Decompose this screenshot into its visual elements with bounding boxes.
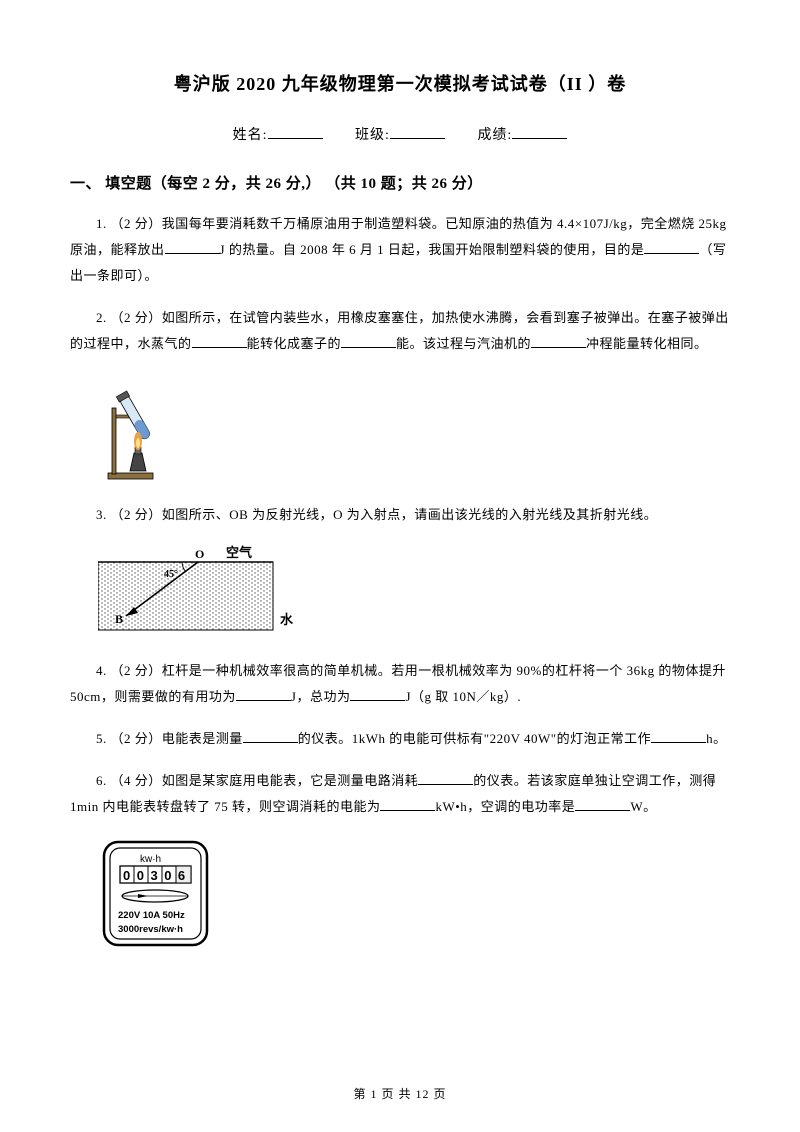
meter-reading: 00306 [123, 868, 192, 883]
label-air: 空气 [226, 545, 252, 560]
q6-blank-3[interactable] [575, 797, 630, 811]
question-6: 6. （4 分）如图是某家庭用电能表，它是测量电路消耗的仪表。若该家庭单独让空调… [70, 768, 730, 820]
student-info-line: 姓名: 班级: 成绩: [70, 124, 730, 144]
page-footer: 第 1 页 共 12 页 [0, 1085, 800, 1102]
label-water: 水 [280, 612, 294, 627]
q1-pts: （2 分） [111, 216, 162, 231]
q5-text-a: 电能表是测量 [162, 731, 243, 746]
q1-blank-2[interactable] [644, 240, 699, 254]
meter-spec-2: 3000revs/kw·h [118, 924, 183, 935]
q4-blank-2[interactable] [350, 687, 405, 701]
q5-blank-2[interactable] [651, 729, 706, 743]
q5-text-b: 的仪表。1kWh 的电能可供标有"220V 40W"的灯泡正常工作 [298, 731, 651, 746]
q4-text-c: J（g 取 10N／kg）. [405, 689, 521, 704]
class-label: 班级: [355, 128, 390, 143]
meter-unit: kw·h [140, 854, 161, 865]
question-3: 3. （2 分）如图所示、OB 为反射光线，O 为入射点，请画出该光线的入射光线… [70, 502, 730, 528]
q2-blank-3[interactable] [531, 334, 586, 348]
label-b: B [115, 612, 123, 626]
score-label: 成绩: [477, 128, 512, 143]
label-o: O [195, 547, 204, 561]
q3-pts: （2 分） [111, 507, 162, 522]
figure-q3-optics: O 空气 B 45° 水 [98, 544, 730, 644]
label-angle: 45° [164, 569, 178, 580]
q2-pts: （2 分） [111, 310, 162, 325]
name-label: 姓名: [233, 128, 268, 143]
q2-text-c: 能。该过程与汽油机的 [396, 336, 531, 351]
score-blank[interactable] [512, 138, 567, 139]
optics-icon: O 空气 B 45° 水 [98, 544, 308, 639]
electric-meter-icon: kw·h 00306 220V 10A 50Hz 3000revs/kw·h [98, 836, 213, 951]
q3-text-a: 如图所示、OB 为反射光线，O 为入射点，请画出该光线的入射光线及其折射光线。 [162, 507, 657, 522]
q1-blank-1[interactable] [165, 240, 220, 254]
burner-icon [98, 373, 173, 483]
q2-num: 2. [96, 310, 111, 325]
q6-num: 6. [96, 773, 111, 788]
q1-text-b: J 的热量。自 2008 年 6 月 1 日起，我国开始限制塑料袋的使用，目的是 [220, 242, 645, 257]
q4-blank-1[interactable] [236, 687, 291, 701]
q5-text-c: h。 [706, 731, 727, 746]
q6-text-a: 如图是某家庭用电能表，它是测量电路消耗 [162, 773, 419, 788]
q3-num: 3. [96, 507, 111, 522]
q5-num: 5. [96, 731, 111, 746]
q4-text-b: J，总功为 [291, 689, 351, 704]
q4-num: 4. [96, 663, 111, 678]
q2-text-d: 冲程能量转化相同。 [586, 336, 708, 351]
q5-pts: （2 分） [111, 731, 162, 746]
q6-pts: （4 分） [111, 773, 162, 788]
question-5: 5. （2 分）电能表是测量 的仪表。1kWh 的电能可供标有"220V 40W"… [70, 726, 730, 752]
q6-text-d: W。 [630, 799, 656, 814]
q6-blank-1[interactable] [418, 771, 473, 785]
section-1-header: 一、 填空题（每空 2 分，共 26 分,） （共 10 题；共 26 分） [70, 172, 730, 193]
q2-text-b: 能转化成塞子的 [247, 336, 342, 351]
q2-blank-2[interactable] [341, 334, 396, 348]
question-2: 2. （2 分）如图所示，在试管内装些水，用橡皮塞塞住，加热使水沸腾，会看到塞子… [70, 305, 730, 357]
q6-text-c: kW•h，空调的电功率是 [435, 799, 575, 814]
q2-blank-1[interactable] [192, 334, 247, 348]
name-blank[interactable] [268, 138, 323, 139]
q4-pts: （2 分） [111, 663, 162, 678]
exam-title: 粤沪版 2020 九年级物理第一次模拟考试试卷（II ）卷 [70, 70, 730, 96]
class-blank[interactable] [390, 138, 445, 139]
meter-spec-1: 220V 10A 50Hz [118, 910, 185, 921]
q1-num: 1. [96, 216, 111, 231]
question-1: 1. （2 分）我国每年要消耗数千万桶原油用于制造塑料袋。已知原油的热值为 4.… [70, 211, 730, 289]
q6-blank-2[interactable] [380, 797, 435, 811]
figure-q6-meter: kw·h 00306 220V 10A 50Hz 3000revs/kw·h [98, 836, 730, 956]
figure-q2-burner [98, 373, 730, 488]
question-4: 4. （2 分）杠杆是一种机械效率很高的简单机械。若用一根机械效率为 90%的杠… [70, 658, 730, 710]
q5-blank-1[interactable] [243, 729, 298, 743]
